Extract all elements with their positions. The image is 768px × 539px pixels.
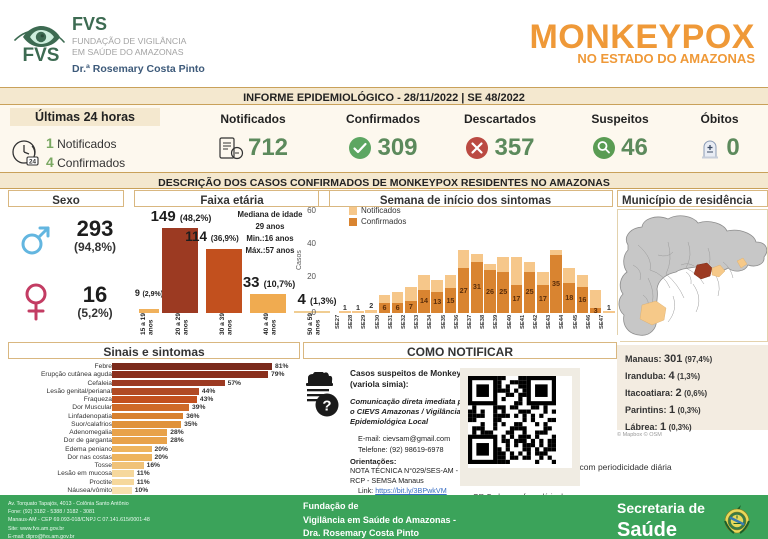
svg-text:24: 24 xyxy=(29,158,37,165)
svg-text:FVS: FVS xyxy=(23,45,60,66)
svg-text:?: ? xyxy=(322,398,331,415)
